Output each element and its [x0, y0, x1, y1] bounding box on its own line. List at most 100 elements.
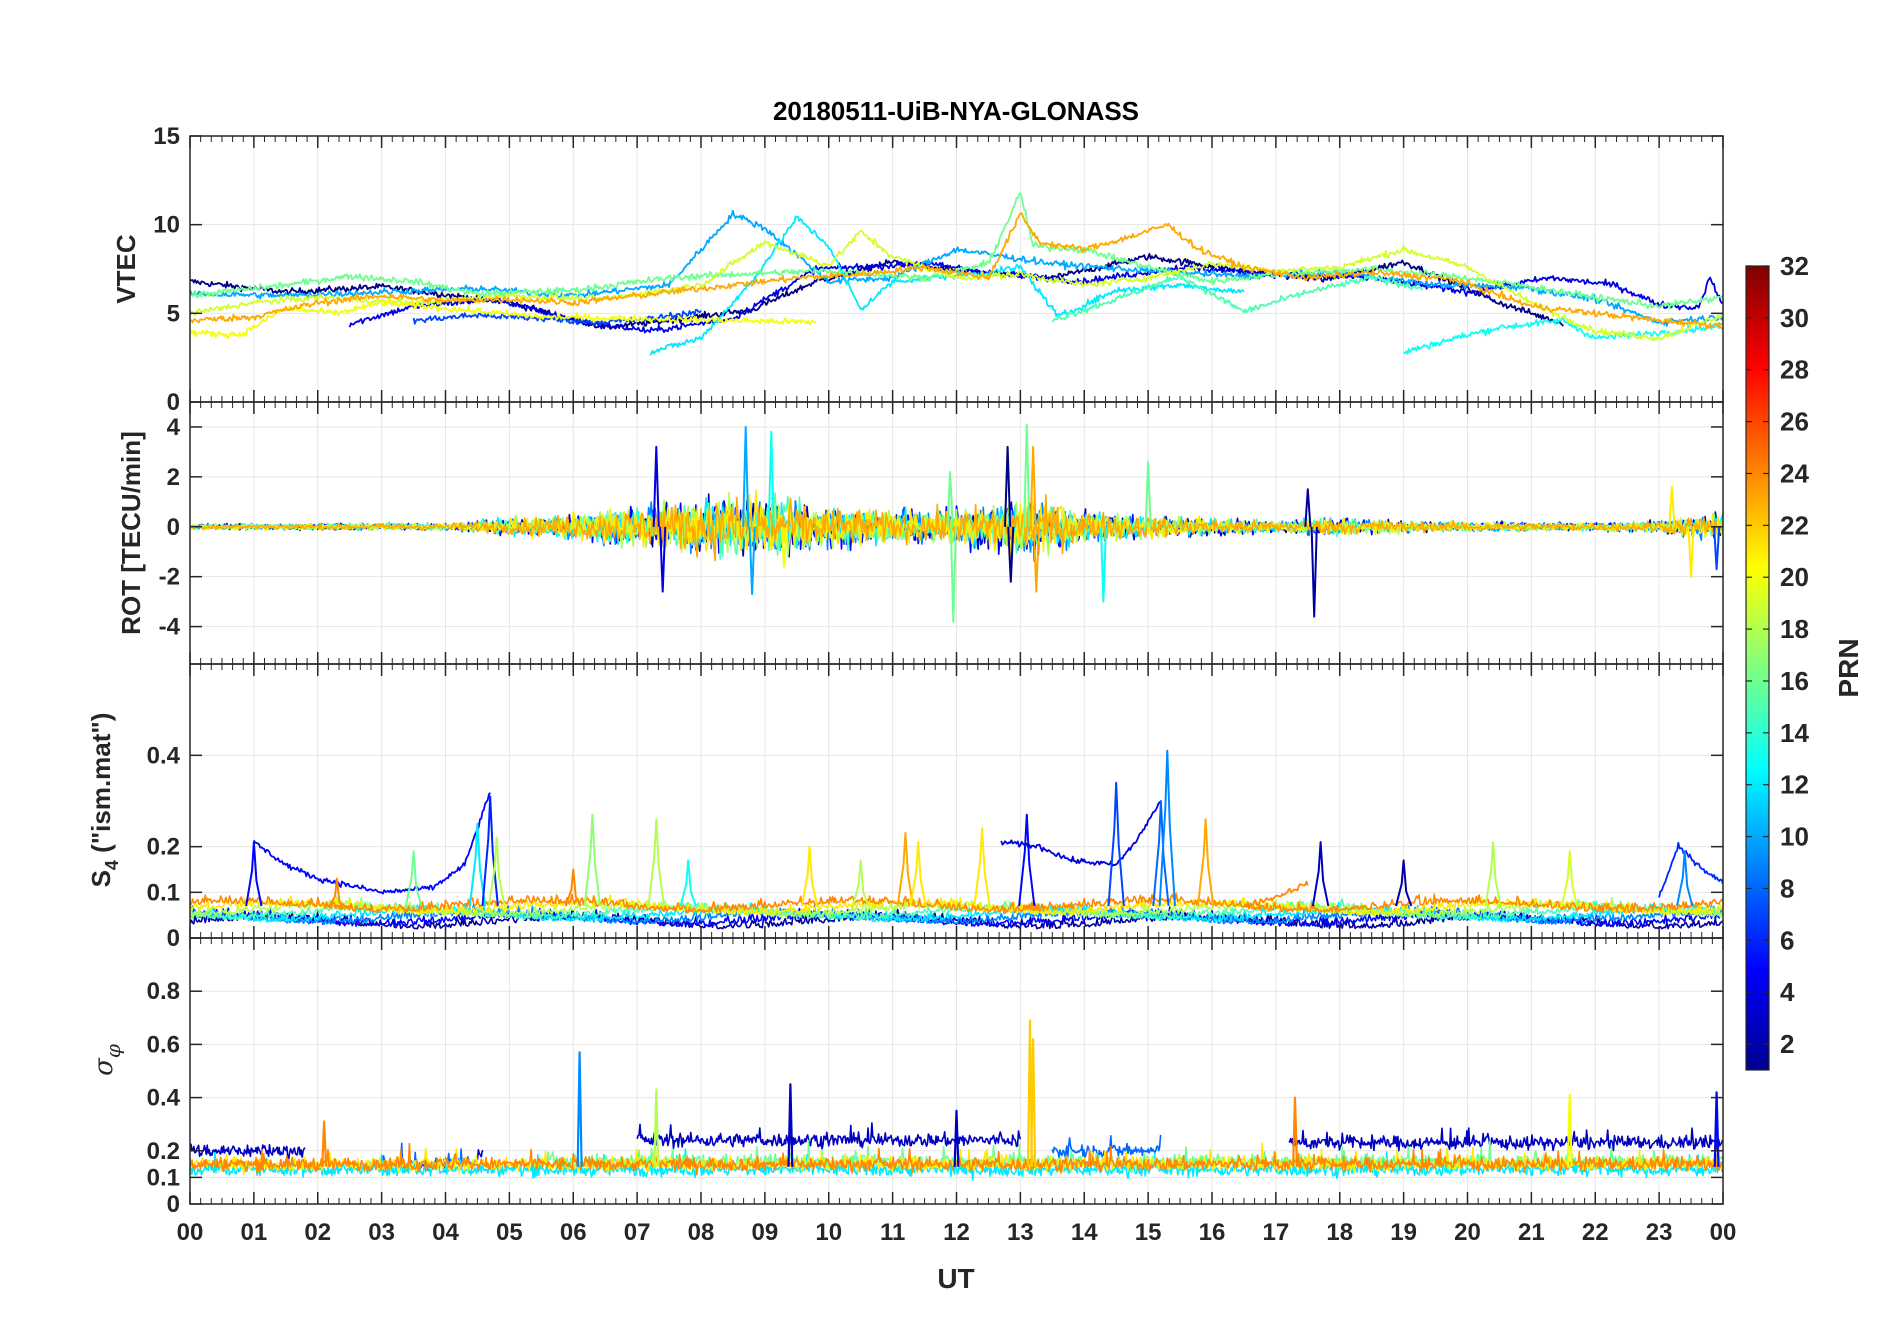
- colorbar-tick-label: 10: [1780, 822, 1809, 852]
- s4-series-prn-2: [190, 908, 1723, 930]
- colorbar-label: PRN: [1833, 638, 1864, 697]
- rot-spike: [1007, 526, 1015, 583]
- s4-spike: [800, 845, 819, 907]
- rot-spike: [742, 426, 750, 527]
- rot-spike: [1099, 526, 1107, 603]
- vtec-ytick-label: 10: [153, 212, 180, 239]
- rot-panel: -4 -2 0 2 4 ROT [TECU/min]: [116, 401, 1724, 665]
- s4-ylabel-text: S4 ("ism.mat"): [86, 713, 122, 888]
- x-tick-label: 22: [1582, 1219, 1609, 1246]
- sigma-ytick-label: 0.8: [147, 978, 180, 1005]
- s4-spike: [1018, 813, 1036, 907]
- sigma-lines: [190, 1019, 1723, 1181]
- colorbar-tick-label: 26: [1780, 407, 1809, 437]
- x-tick-label: 00: [177, 1219, 204, 1246]
- s4-spike: [245, 841, 263, 907]
- rot-spike: [1032, 526, 1040, 593]
- s4-spike: [1395, 859, 1413, 907]
- colorbar-tick-label: 16: [1780, 666, 1809, 696]
- sigma-spike: [1030, 1038, 1037, 1167]
- vtec-series-prn-19: [190, 229, 1723, 342]
- s4-spike: [1107, 781, 1125, 907]
- s4-ylabel: S4 ("ism.mat"): [86, 713, 122, 888]
- vtec-ticks: 0 5 10 15: [153, 123, 1724, 416]
- sigma-spike: [787, 1083, 794, 1167]
- s4-spike: [564, 868, 582, 907]
- s4-spike: [1152, 800, 1170, 907]
- x-tick-label: 18: [1326, 1219, 1353, 1246]
- rot-spike: [659, 526, 667, 593]
- x-tick-label: 15: [1135, 1219, 1162, 1246]
- rot-spike: [767, 430, 775, 527]
- x-tick-label: 17: [1263, 1219, 1290, 1246]
- rot-spike: [780, 526, 788, 568]
- s4-spike: [1561, 850, 1579, 907]
- x-tick-label: 21: [1518, 1219, 1545, 1246]
- s4-grid: [189, 664, 1724, 939]
- rot-spike: [1687, 526, 1695, 578]
- rot-spike: [1713, 526, 1721, 571]
- s4-ytick-label: 0.1: [147, 879, 180, 906]
- sigma-spike: [576, 1051, 583, 1167]
- colorbar-tick-label: 8: [1780, 873, 1794, 903]
- x-axis-label: UT: [937, 1263, 974, 1294]
- sigma-ylabel: σφ: [89, 1044, 125, 1076]
- x-tick-label: 00: [1710, 1219, 1737, 1246]
- sigma-spike: [1566, 1093, 1573, 1167]
- vtec-series-prn-20: [190, 299, 817, 339]
- vtec-ytick-label: 5: [167, 300, 180, 327]
- x-tick-label: 13: [1007, 1219, 1034, 1246]
- sigma-ytick-label: 0.4: [147, 1085, 181, 1112]
- s4-series-prn-24: [190, 892, 1723, 914]
- sigma-spike: [953, 1109, 960, 1167]
- s4-drift-prn-24: [1243, 880, 1309, 908]
- x-tick-label: 20: [1454, 1219, 1481, 1246]
- sigma-panel: 00.10.2 0.4 0.6 0.8 00 01 02 03 04 05 06 07 08 09 10 11…: [89, 937, 1737, 1246]
- x-tick-label: 06: [560, 1219, 587, 1246]
- rot-spike: [1310, 526, 1318, 618]
- vtec-panel: 0 5 10 15 VTEC: [111, 123, 1724, 416]
- rot-spike: [949, 526, 957, 623]
- rot-spike: [1004, 445, 1012, 527]
- colorbar-tick-label: 30: [1780, 303, 1809, 333]
- colorbar-tick-label: 24: [1780, 458, 1809, 488]
- vtec-ylabel: VTEC: [111, 234, 141, 304]
- x-tick-label: 11: [880, 1219, 905, 1246]
- sigma-ytick-label: 0.6: [147, 1031, 180, 1058]
- s4-spike: [852, 859, 870, 907]
- rot-spike: [1029, 445, 1037, 527]
- x-tick-label: 04: [432, 1219, 459, 1246]
- vtec-series-prn-7: [412, 308, 702, 327]
- colorbar-tick-label: 6: [1780, 925, 1794, 955]
- vtec-series-prn-13: [1403, 317, 1723, 355]
- vtec-series-prn-23: [190, 212, 1723, 330]
- rot-lines: [190, 423, 1723, 623]
- s4-spike: [647, 818, 665, 907]
- sigma-ytick-label: 0: [167, 1191, 180, 1218]
- colorbar-tick-label: 20: [1780, 562, 1809, 592]
- s4-drift-prn-6: [1658, 841, 1723, 898]
- s4-ytick-label: 0.4: [147, 742, 181, 769]
- chart-title: 20180511-UiB-NYA-GLONASS: [773, 96, 1139, 126]
- sigma-series-prn-3: [476, 1149, 484, 1161]
- colorbar-tick-label: 12: [1780, 770, 1809, 800]
- rot-spike: [748, 526, 756, 596]
- sigma-series-prn-12: [190, 1148, 1723, 1181]
- s4-spike: [1196, 818, 1215, 907]
- rot-ylabel: ROT [TECU/min]: [116, 431, 146, 635]
- rot-spike: [1304, 488, 1312, 527]
- vtec-series-prn-10: [190, 209, 1723, 327]
- s4-spike: [328, 877, 346, 907]
- s4-spike: [896, 832, 915, 907]
- rot-ytick-label: -2: [159, 564, 180, 591]
- rot-ytick-label: 0: [167, 514, 180, 541]
- sigma-spike: [1713, 1091, 1720, 1167]
- s4-spike: [1311, 841, 1330, 907]
- x-tick-label: 07: [624, 1219, 651, 1246]
- sigma-spike: [1292, 1096, 1299, 1167]
- s4-spike: [973, 827, 991, 907]
- rot-spike: [652, 445, 660, 527]
